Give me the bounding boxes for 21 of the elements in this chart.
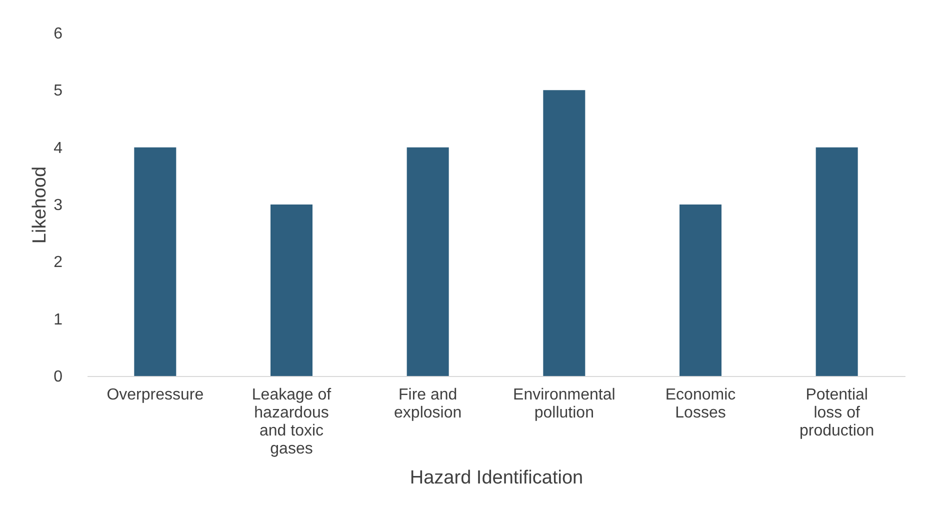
y-axis-title: Likehood bbox=[30, 166, 51, 244]
y-tick-label: 2 bbox=[54, 254, 63, 272]
y-tick-label: 1 bbox=[54, 311, 63, 328]
bar bbox=[680, 204, 722, 376]
x-tick-label: Overpressure bbox=[106, 386, 204, 404]
y-tick-label: 0 bbox=[54, 368, 63, 386]
bar bbox=[543, 90, 586, 376]
bar bbox=[816, 147, 858, 376]
y-tick-label: 6 bbox=[54, 26, 63, 42]
x-axis-title: Hazard Identification bbox=[410, 468, 584, 488]
y-tick-label: 3 bbox=[54, 197, 63, 214]
x-tick-label: Leakage of hazardous and toxic gases bbox=[252, 386, 332, 458]
x-tick-label: Economic Losses bbox=[665, 386, 736, 422]
bar bbox=[134, 147, 176, 376]
x-tick-label: Fire and explosion bbox=[394, 386, 462, 422]
x-tick-label: Potential loss of production bbox=[799, 386, 874, 440]
y-tick-label: 4 bbox=[54, 140, 63, 157]
y-tick-label: 5 bbox=[54, 82, 63, 100]
bar bbox=[406, 147, 449, 376]
bar bbox=[270, 204, 312, 376]
x-tick-label: Environmental pollution bbox=[513, 386, 616, 422]
